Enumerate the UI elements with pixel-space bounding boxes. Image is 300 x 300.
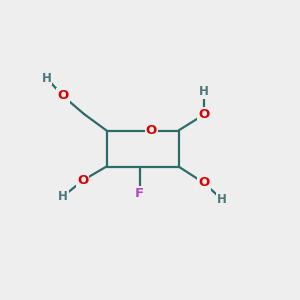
Text: O: O (57, 89, 69, 103)
Text: H: H (217, 193, 227, 206)
Text: O: O (198, 108, 210, 121)
Text: H: H (42, 71, 51, 85)
Text: H: H (58, 190, 68, 203)
Text: O: O (198, 176, 210, 190)
Text: H: H (199, 85, 209, 98)
Text: O: O (146, 124, 157, 137)
Text: O: O (77, 174, 88, 187)
Text: F: F (135, 187, 144, 200)
